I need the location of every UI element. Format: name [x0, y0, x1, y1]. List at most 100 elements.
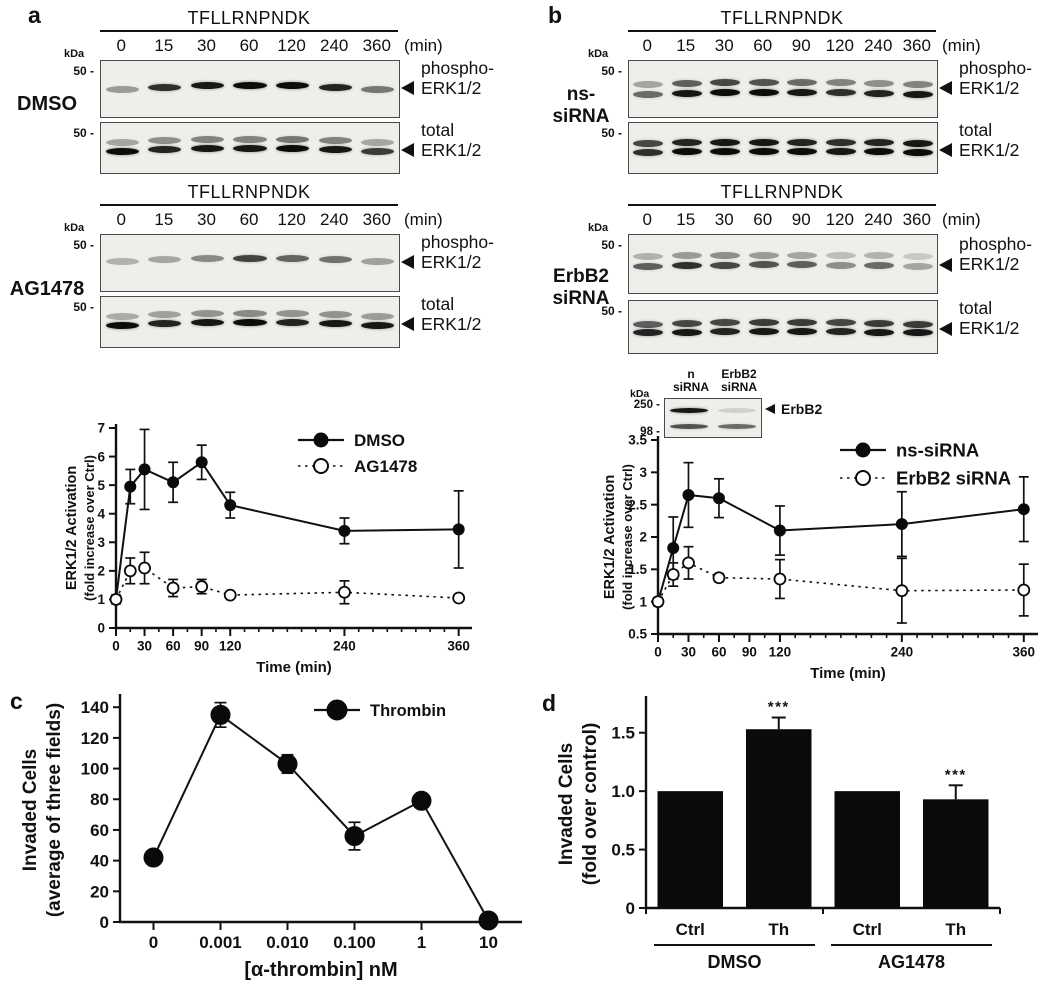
svg-text:Time (min): Time (min): [810, 665, 886, 682]
protein-band: [190, 144, 224, 152]
time-label: 240: [319, 36, 349, 55]
time-label: 240: [864, 36, 893, 55]
protein-band: [671, 90, 702, 97]
protein-band: [902, 329, 933, 337]
protein-band: [671, 148, 702, 156]
protein-band: [276, 82, 310, 90]
protein-band: [710, 319, 741, 327]
inset-lane2-line1: ErbB2: [721, 367, 757, 381]
protein-band: [825, 261, 856, 269]
panel-b-label: b: [548, 2, 563, 28]
svg-text:0: 0: [97, 621, 105, 636]
time-label: 0: [642, 36, 652, 55]
arrowhead-icon: [401, 255, 414, 269]
protein-band: [105, 85, 139, 93]
protein-band: [825, 251, 856, 259]
protein-band: [710, 138, 741, 146]
invasion-dose-response-chart: 0 20 40 60 80 100 120 140 0 0.001 0.010 0.100 1 10 Thr…: [14, 686, 538, 984]
time-label: 15: [676, 210, 696, 229]
svg-text:1: 1: [417, 933, 426, 952]
svg-text:2: 2: [639, 530, 647, 545]
peptide-header: TFLLRNPNDK: [100, 8, 398, 32]
time-label: 60: [239, 210, 259, 229]
protein-band: [633, 80, 664, 88]
svg-text:***: ***: [768, 699, 790, 716]
kda-label: kDa: [64, 48, 85, 60]
time-label: 240: [864, 210, 893, 229]
svg-text:2.5: 2.5: [628, 497, 647, 512]
protein-band: [825, 147, 856, 155]
protein-band: [864, 328, 895, 336]
protein-band: [190, 309, 224, 317]
svg-text:1: 1: [97, 592, 105, 607]
svg-text:Ctrl: Ctrl: [676, 920, 705, 939]
protein-band: [148, 311, 182, 318]
inset-lane1-line1: n: [687, 367, 695, 381]
svg-text:7: 7: [97, 421, 105, 436]
protein-band: [670, 423, 708, 429]
time-label: 30: [714, 36, 734, 55]
protein-band: [105, 312, 139, 320]
protein-band: [718, 423, 756, 429]
total-label: total: [959, 120, 993, 140]
protein-band: [825, 79, 856, 87]
protein-band: [710, 261, 741, 269]
svg-text:60: 60: [90, 821, 109, 840]
protein-band: [748, 251, 779, 259]
svg-text:30: 30: [137, 639, 152, 654]
svg-text:0.001: 0.001: [199, 933, 242, 952]
protein-band: [148, 256, 182, 264]
protein-band: [633, 149, 664, 157]
protein-band: [825, 138, 856, 146]
protein-band: [633, 329, 664, 337]
protein-band: [318, 320, 352, 327]
protein-band: [233, 144, 267, 152]
time-label: 90: [791, 36, 811, 55]
blot-total-erk-ns-sirna: [628, 122, 938, 174]
svg-text:360: 360: [447, 639, 470, 654]
protein-band: [318, 137, 352, 144]
arrowhead-icon: [939, 258, 952, 272]
inset-lane2-line2: siRNA: [720, 380, 757, 394]
svg-text:0.010: 0.010: [266, 933, 309, 952]
arrowhead-icon: [939, 81, 952, 95]
blot-set-dmso: TFLLRNPNDK 0 15 30 60 120 240 360 (min) kDa 50…: [0, 8, 520, 180]
time-label: 360: [362, 36, 391, 55]
svg-text:Th: Th: [768, 920, 789, 939]
svg-text:0: 0: [112, 639, 120, 654]
protein-band: [787, 251, 818, 259]
protein-band: [233, 135, 267, 143]
protein-band: [318, 311, 352, 318]
protein-band: [148, 83, 182, 91]
erk-label: ERK1/2: [421, 140, 482, 160]
blot-set-ag1478: TFLLRNPNDK 0 15 30 60 120 240 360 (min) kDa 50…: [0, 182, 520, 354]
protein-band: [633, 263, 664, 270]
protein-band: [361, 138, 395, 146]
protein-band: [825, 319, 856, 327]
svg-text:80: 80: [90, 790, 109, 809]
svg-text:1.5: 1.5: [628, 562, 647, 577]
protein-band: [748, 327, 779, 335]
protein-band: [710, 147, 741, 155]
min-unit-label: (min): [404, 210, 443, 229]
protein-band: [633, 320, 664, 328]
protein-band: [787, 89, 818, 97]
svg-text:1: 1: [639, 594, 647, 609]
protein-band: [671, 262, 702, 270]
protein-band: [864, 79, 895, 87]
svg-text:DMSO: DMSO: [708, 952, 762, 972]
protein-band: [825, 328, 856, 336]
protein-band: [787, 79, 818, 87]
protein-band: [276, 135, 310, 143]
arrowhead-icon: [401, 317, 414, 331]
protein-band: [633, 253, 664, 261]
condition-label-sirna: siRNA: [552, 288, 610, 309]
protein-band: [748, 318, 779, 326]
protein-band: [902, 263, 933, 270]
protein-band: [318, 146, 352, 153]
svg-text:ErbB2 siRNA: ErbB2 siRNA: [896, 468, 1011, 489]
panel-a-label: a: [28, 2, 41, 28]
inset-lane1-line2: siRNA: [672, 380, 709, 394]
protein-band: [276, 309, 310, 317]
